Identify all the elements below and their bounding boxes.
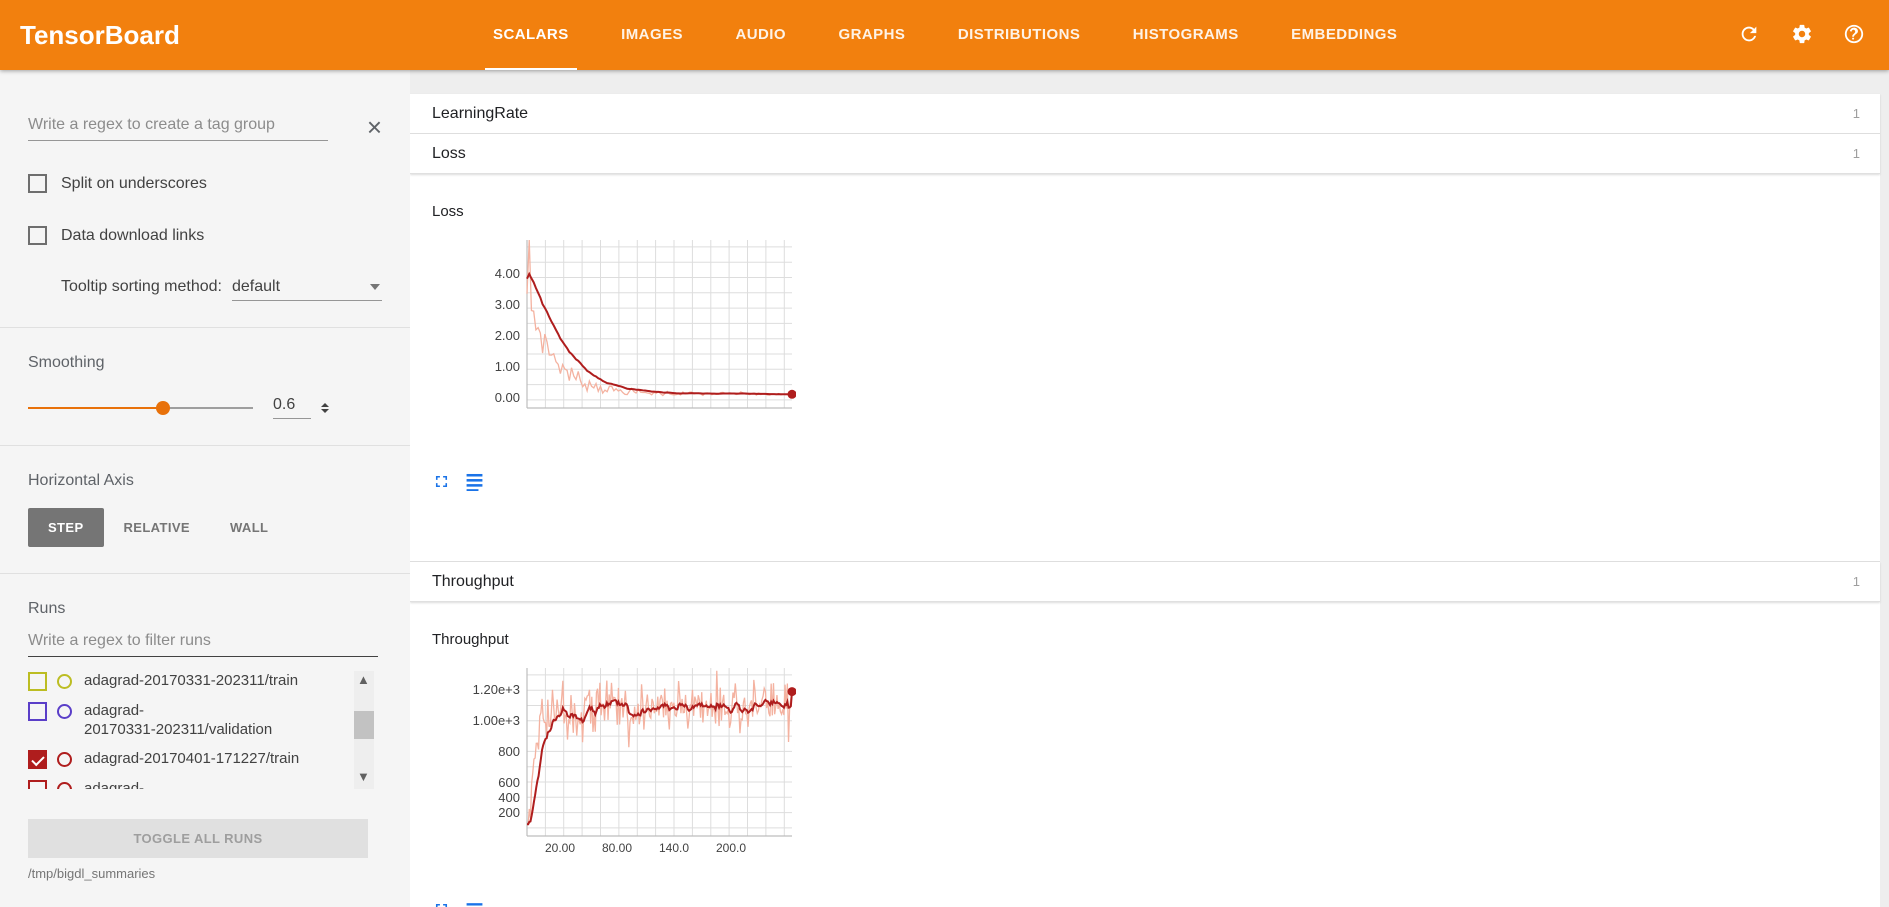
- svg-text:1.00: 1.00: [495, 359, 520, 374]
- svg-text:1.00e+3: 1.00e+3: [473, 713, 520, 728]
- svg-text:200: 200: [498, 805, 520, 820]
- svg-text:200.0: 200.0: [716, 841, 746, 855]
- svg-text:800: 800: [498, 744, 520, 759]
- svg-text:80.00: 80.00: [602, 841, 632, 855]
- svg-text:600: 600: [498, 775, 520, 790]
- svg-text:20.00: 20.00: [545, 841, 575, 855]
- svg-text:4.00: 4.00: [495, 266, 520, 281]
- svg-text:0.00: 0.00: [495, 390, 520, 405]
- svg-text:2.00: 2.00: [495, 328, 520, 343]
- svg-text:140.0: 140.0: [659, 841, 689, 855]
- svg-text:3.00: 3.00: [495, 297, 520, 312]
- svg-text:400: 400: [498, 790, 520, 805]
- svg-text:1.20e+3: 1.20e+3: [473, 682, 520, 697]
